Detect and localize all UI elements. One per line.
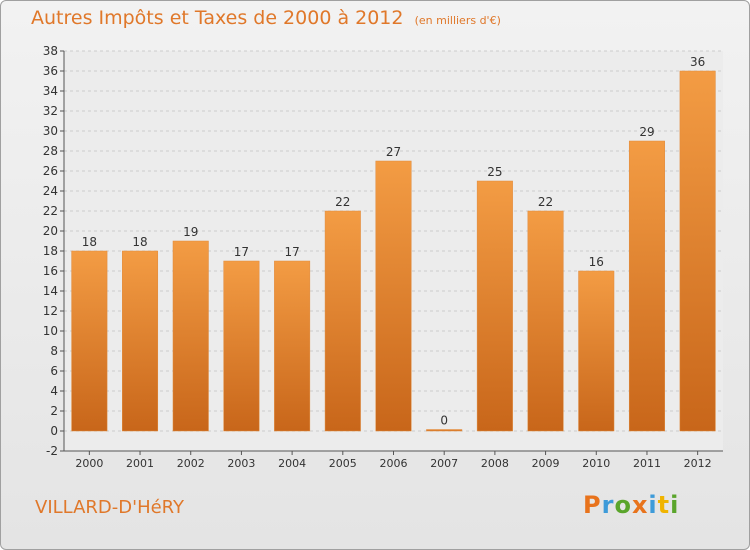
y-tick-label: 10	[43, 324, 58, 338]
x-tick-label: 2002	[177, 457, 205, 470]
y-tick-label: 16	[43, 264, 58, 278]
y-tick-label: 2	[50, 404, 58, 418]
y-tick-label: 18	[43, 244, 58, 258]
y-tick-label: 36	[43, 64, 58, 78]
data-label: 16	[589, 255, 604, 269]
y-tick-label: 26	[43, 164, 58, 178]
y-tick-label: 14	[43, 284, 58, 298]
chart-title: Autres Impôts et Taxes de 2000 à 2012	[31, 7, 404, 29]
proxiti-logo[interactable]: Proxiti	[583, 491, 679, 519]
bar	[375, 160, 412, 432]
bar	[274, 260, 311, 432]
x-tick-label: 2011	[633, 457, 661, 470]
x-tick-label: 2006	[380, 457, 408, 470]
y-tick-label: 38	[43, 44, 58, 58]
logo-letter: o	[614, 491, 632, 519]
data-label: 17	[284, 245, 299, 259]
bar	[679, 70, 716, 432]
title-row: Autres Impôts et Taxes de 2000 à 2012 (e…	[31, 7, 501, 29]
bar	[122, 250, 159, 432]
data-label: 22	[538, 195, 553, 209]
x-tick-label: 2009	[532, 457, 560, 470]
y-tick-label: 32	[43, 104, 58, 118]
data-label: 18	[132, 235, 147, 249]
data-label: 29	[639, 125, 654, 139]
x-tick-label: 2007	[430, 457, 458, 470]
bar	[527, 210, 564, 432]
y-tick-label: 24	[43, 184, 58, 198]
data-label: 25	[487, 165, 502, 179]
y-tick-label: -2	[46, 444, 58, 458]
logo-letter: r	[601, 491, 615, 519]
bar	[324, 210, 361, 432]
bar	[476, 180, 513, 432]
bar	[426, 429, 463, 432]
y-tick-label: 0	[50, 424, 58, 438]
bar	[223, 260, 260, 432]
x-tick-label: 2001	[126, 457, 154, 470]
logo-letter: P	[583, 491, 602, 519]
x-tick-label: 2010	[582, 457, 610, 470]
bar	[628, 140, 665, 432]
data-label: 18	[82, 235, 97, 249]
data-label: 36	[690, 55, 705, 69]
logo-letter: x	[631, 491, 649, 519]
bar-chart: -202468101214161820222426283032343638182…	[43, 44, 723, 470]
y-tick-label: 22	[43, 204, 58, 218]
y-tick-label: 28	[43, 144, 58, 158]
x-tick-label: 2000	[75, 457, 103, 470]
y-tick-label: 6	[50, 364, 58, 378]
bar	[578, 270, 615, 432]
data-label: 19	[183, 225, 198, 239]
logo-letter: i	[670, 491, 680, 519]
y-tick-label: 30	[43, 124, 58, 138]
commune-name: VILLARD-D'HéRY	[35, 497, 185, 518]
chart-subtitle: (en milliers d'€)	[414, 14, 501, 27]
logo-letter: t	[657, 491, 671, 519]
bar	[71, 250, 108, 432]
x-tick-label: 2004	[278, 457, 306, 470]
y-tick-label: 4	[50, 384, 58, 398]
bar	[172, 240, 209, 432]
y-tick-label: 8	[50, 344, 58, 358]
x-tick-label: 2003	[227, 457, 255, 470]
y-tick-label: 34	[43, 84, 58, 98]
logo-letter: i	[648, 491, 658, 519]
y-tick-label: 12	[43, 304, 58, 318]
x-tick-label: 2012	[684, 457, 712, 470]
data-label: 22	[335, 195, 350, 209]
data-label: 0	[440, 414, 448, 428]
x-tick-label: 2005	[329, 457, 357, 470]
y-tick-label: 20	[43, 224, 58, 238]
data-label: 27	[386, 145, 401, 159]
data-label: 17	[234, 245, 249, 259]
x-tick-label: 2008	[481, 457, 509, 470]
